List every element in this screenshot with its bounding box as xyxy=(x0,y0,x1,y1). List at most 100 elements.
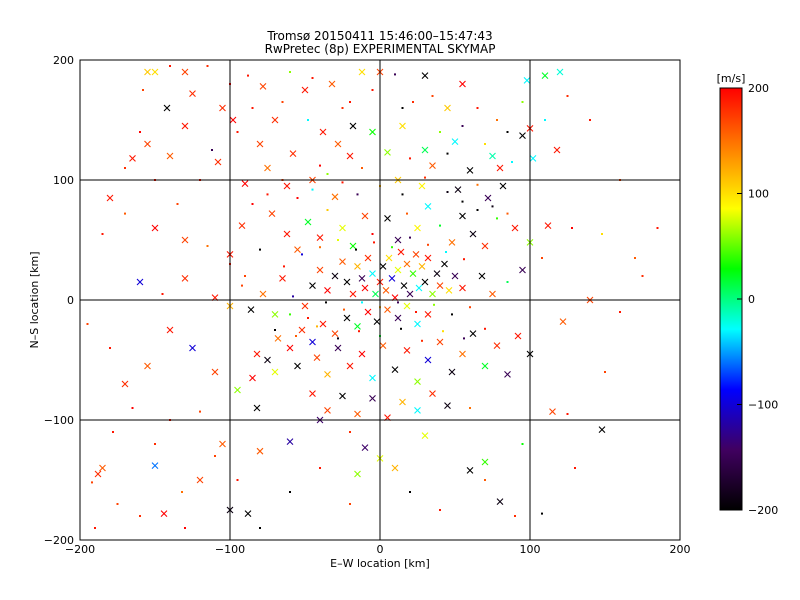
scatter-dot xyxy=(496,119,498,121)
scatter-cross xyxy=(189,90,196,97)
scatter-dot xyxy=(433,303,435,306)
scatter-cross xyxy=(412,251,420,258)
scatter-dot xyxy=(349,101,351,103)
scatter-cross xyxy=(481,362,489,370)
scatter-dot xyxy=(371,89,374,91)
scatter-dot xyxy=(274,329,276,331)
scatter-dot xyxy=(349,431,351,433)
y-tick-label: 0 xyxy=(67,294,74,307)
scatter-dot xyxy=(86,323,89,325)
scatter-cross xyxy=(324,371,331,378)
scatter-cross xyxy=(324,407,331,414)
scatter-dot xyxy=(476,107,479,109)
scatter-cross xyxy=(379,263,387,270)
scatter-cross xyxy=(469,230,477,238)
scatter-dot xyxy=(281,101,284,103)
scatter-dot xyxy=(409,157,411,160)
scatter-dot xyxy=(469,407,471,409)
y-axis-ticks: −200 −100 0 100 200 xyxy=(44,54,86,547)
scatter-dot xyxy=(355,248,357,251)
scatter-cross xyxy=(406,290,414,298)
scatter-dot xyxy=(506,131,509,133)
scatter-cross xyxy=(384,149,391,156)
scatter-dot xyxy=(236,131,239,133)
scatter-cross xyxy=(397,248,405,256)
scatter-dot xyxy=(400,327,402,330)
scatter-dot xyxy=(521,101,524,103)
scatter-cross xyxy=(444,104,451,112)
scatter-dot xyxy=(266,193,269,196)
scatter-dot xyxy=(439,131,441,133)
scatter-cross xyxy=(214,158,222,166)
scatter-dot xyxy=(94,527,96,529)
scatter-cross xyxy=(358,68,366,76)
x-axis-label: E–W location [km] xyxy=(330,557,430,570)
scatter-cross xyxy=(441,260,448,268)
scatter-dot xyxy=(461,200,464,203)
scatter-cross xyxy=(247,306,255,313)
scatter-dot xyxy=(461,125,464,127)
scatter-cross xyxy=(459,350,466,358)
scatter-cross xyxy=(334,140,342,148)
scatter-cross xyxy=(181,236,189,244)
scatter-dot xyxy=(301,253,303,256)
scatter-dot xyxy=(373,241,375,244)
scatter-dot xyxy=(343,308,345,311)
scatter-dot xyxy=(319,467,321,469)
scatter-cross xyxy=(151,68,159,76)
scatter-cross xyxy=(309,390,316,397)
scatter-dot xyxy=(358,330,360,333)
scatter-dot xyxy=(439,224,441,227)
scatter-cross xyxy=(354,323,361,330)
scatter-dot xyxy=(439,509,441,511)
scatter-cross xyxy=(544,222,552,229)
scatter-cross xyxy=(418,263,426,270)
scatter-cross xyxy=(219,440,226,448)
scatter-dot xyxy=(181,491,183,493)
scatter-dot xyxy=(589,119,591,121)
scatter-cross xyxy=(549,408,556,415)
scatter-cross xyxy=(418,182,426,190)
scatter-dot xyxy=(341,107,344,109)
scatter-dot xyxy=(571,227,573,229)
scatter-cross xyxy=(424,254,432,262)
scatter-dot xyxy=(566,95,569,97)
scatter-dot xyxy=(634,257,636,259)
scatter-cross xyxy=(469,330,477,337)
scatter-dot xyxy=(169,65,171,67)
scatter-dot xyxy=(463,337,465,340)
scatter-dot xyxy=(445,251,447,253)
y-tick-label: −200 xyxy=(44,534,74,547)
scatter-cross xyxy=(343,314,351,322)
scatter-cross xyxy=(459,212,466,220)
scatter-cross xyxy=(541,72,549,79)
scatter-cross xyxy=(399,122,406,130)
scatter-cross xyxy=(349,242,357,250)
scatter-dot xyxy=(247,74,249,77)
scatter-dot xyxy=(446,191,449,193)
scatter-cross xyxy=(331,272,339,280)
scatter-cross xyxy=(346,152,354,160)
scatter-cross xyxy=(234,386,241,394)
scatter-dot xyxy=(361,167,363,169)
scatter-dot xyxy=(656,227,659,229)
x-tick-label: 0 xyxy=(377,543,384,556)
scatter-dot xyxy=(604,371,606,373)
scatter-dot xyxy=(484,327,486,330)
scatter-dot xyxy=(199,410,201,413)
scatter-cross xyxy=(313,354,321,361)
y-tick-label: −100 xyxy=(44,414,74,427)
scatter-cross xyxy=(294,246,301,253)
scatter-cross xyxy=(385,254,393,262)
scatter-cross xyxy=(160,510,168,517)
scatter-dot xyxy=(469,306,471,309)
scatter-cross xyxy=(189,344,196,352)
scatter-cross xyxy=(459,284,466,292)
scatter-cross xyxy=(394,266,402,274)
scatter-cross xyxy=(349,122,357,130)
scatter-dot xyxy=(541,257,543,259)
scatter-dot xyxy=(109,347,111,349)
scatter-cross xyxy=(459,80,466,88)
scatter-dot xyxy=(91,481,93,484)
scatter-cross xyxy=(429,390,436,397)
